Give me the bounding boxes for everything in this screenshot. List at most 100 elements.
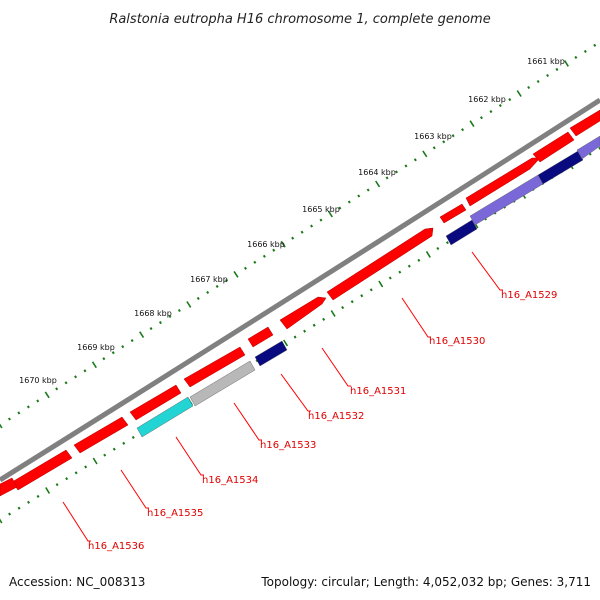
forward-gene[interactable]	[326, 227, 434, 301]
forward-gene[interactable]	[129, 384, 182, 421]
gene-label[interactable]: h16_A1529	[501, 290, 557, 301]
forward-gene[interactable]	[0, 477, 18, 497]
major-tick	[91, 361, 97, 369]
gene-label[interactable]: h16_A1533	[260, 440, 316, 451]
minor-tick	[498, 104, 502, 108]
forward-gene[interactable]	[247, 326, 274, 348]
reverse-gene[interactable]	[254, 340, 288, 367]
minor-tick	[385, 176, 389, 180]
reverse-gene[interactable]	[537, 150, 584, 185]
forward-gene[interactable]	[439, 203, 467, 224]
forward-gene[interactable]	[569, 109, 600, 137]
forward-gene[interactable]	[73, 416, 129, 454]
scale-label: 1667 kbp	[190, 275, 228, 284]
label-leader-lines	[62, 251, 503, 542]
minor-tick	[445, 241, 449, 245]
major-tick	[0, 423, 3, 429]
major-tick	[563, 60, 569, 67]
leader-line	[233, 402, 262, 441]
minor-tick	[479, 116, 483, 120]
minor-tick	[442, 140, 446, 144]
genome-summary-text: Topology: circular; Length: 4,052,032 bp…	[260, 575, 591, 589]
gene-label[interactable]: h16_A1535	[147, 508, 203, 519]
minor-tick	[388, 276, 392, 280]
minor-tick	[555, 67, 559, 72]
minor-tick	[413, 158, 417, 162]
minor-tick	[303, 329, 307, 333]
minor-tick	[432, 146, 436, 150]
minor-tick	[196, 296, 200, 301]
minor-tick	[36, 399, 40, 403]
minor-tick	[300, 230, 304, 234]
minor-tick	[360, 294, 364, 298]
scale-label: 1668 kbp	[134, 309, 172, 318]
minor-tick	[407, 264, 411, 268]
minor-tick	[55, 483, 59, 487]
reverse-strand-genes	[136, 135, 600, 438]
gene-label[interactable]: h16_A1532	[308, 411, 364, 422]
minor-tick	[417, 258, 421, 262]
minor-tick	[74, 375, 78, 379]
major-tick	[469, 120, 475, 128]
forward-strand-genes	[0, 109, 600, 497]
forward-gene[interactable]	[279, 296, 327, 330]
gene-label[interactable]: h16_A1531	[350, 386, 406, 397]
minor-tick	[168, 314, 172, 319]
minor-tick	[215, 284, 219, 288]
minor-tick	[436, 246, 440, 251]
major-tick	[233, 270, 239, 278]
major-tick	[92, 457, 98, 465]
minor-tick	[7, 417, 11, 421]
gene-label[interactable]: h16_A1534	[202, 475, 258, 486]
minor-tick	[262, 254, 266, 258]
major-tick	[44, 391, 50, 399]
minor-tick	[319, 218, 323, 222]
minor-tick	[121, 345, 125, 349]
forward-gene[interactable]	[183, 346, 246, 388]
scale-label: 1661 kbp	[527, 57, 565, 66]
major-tick	[425, 250, 431, 258]
reverse-gene[interactable]	[445, 219, 478, 246]
map-title: Ralstonia eutropha H16 chromosome 1, com…	[109, 12, 490, 27]
minor-tick	[322, 317, 326, 321]
minor-tick	[350, 300, 354, 304]
minor-tick	[341, 305, 345, 310]
forward-gene[interactable]	[532, 131, 575, 163]
major-tick	[327, 210, 333, 218]
minor-tick	[84, 465, 88, 469]
minor-tick	[366, 188, 370, 192]
genome-backbone	[0, 97, 600, 483]
major-tick	[0, 518, 3, 524]
minor-tick	[461, 128, 465, 132]
reverse-gene[interactable]	[576, 135, 600, 160]
gene-label[interactable]: h16_A1536	[88, 541, 144, 552]
reverse-gene[interactable]	[189, 360, 256, 407]
major-tick	[45, 487, 51, 494]
minor-tick	[8, 512, 12, 516]
scale-label: 1666 kbp	[247, 240, 285, 249]
minor-tick	[404, 164, 408, 168]
scale-label: 1662 kbp	[468, 95, 506, 104]
minor-tick	[546, 73, 550, 78]
major-tick	[375, 180, 381, 188]
minor-tick	[27, 500, 31, 504]
major-tick	[516, 90, 522, 97]
forward-gene[interactable]	[465, 157, 541, 207]
minor-tick	[291, 236, 295, 240]
major-tick	[422, 150, 428, 158]
major-tick	[186, 301, 192, 308]
minor-tick	[489, 110, 493, 114]
gene-label[interactable]: h16_A1530	[429, 336, 485, 347]
scale-label: 1665 kbp	[302, 205, 340, 214]
major-tick	[378, 280, 384, 288]
gene-labels: h16_A1529 h16_A1530 h16_A1531 h16_A1532 …	[88, 290, 557, 552]
leader-line	[471, 251, 503, 291]
minor-tick	[65, 477, 69, 481]
major-tick	[330, 310, 336, 317]
scale-label: 1663 kbp	[414, 132, 452, 141]
leader-line	[280, 373, 311, 412]
reverse-gene[interactable]	[136, 396, 194, 438]
minor-tick	[17, 506, 21, 510]
